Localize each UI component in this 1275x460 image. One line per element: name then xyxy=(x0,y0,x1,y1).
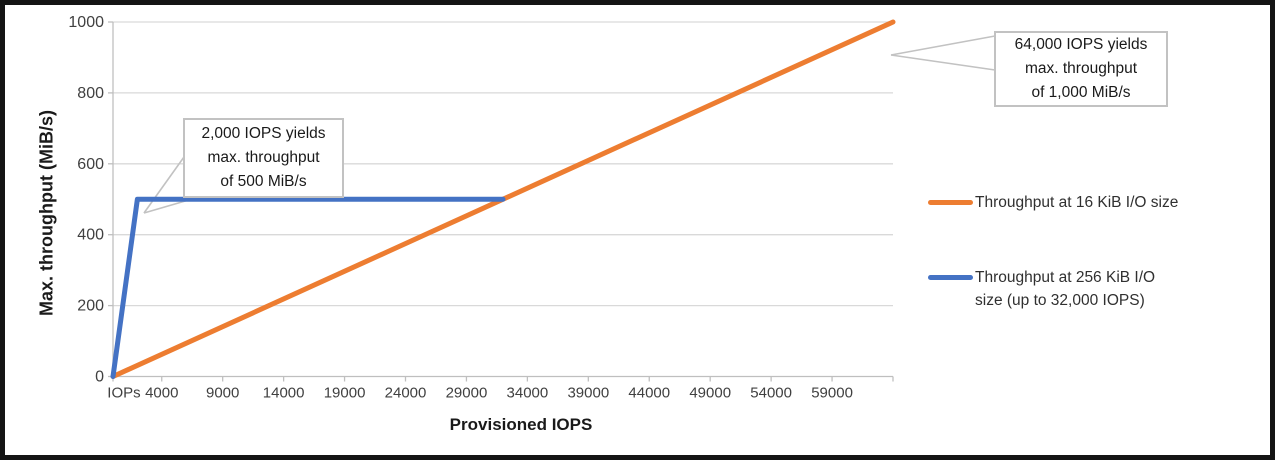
callout-2000-iops: 2,000 IOPS yields max. throughput of 500… xyxy=(183,118,344,198)
x-tick-label: 44000 xyxy=(628,385,670,402)
legend-swatch-orange xyxy=(928,200,973,205)
y-tick-label: 400 xyxy=(77,227,104,244)
callout-text-line: max. throughput xyxy=(1024,60,1137,77)
callout-64000-iops: 64,000 IOPS yields max. throughput of 1,… xyxy=(994,31,1168,107)
x-tick-label: 4000 xyxy=(145,385,178,402)
callout-text-line: 2,000 IOPS yields xyxy=(201,125,326,142)
y-tick-label: 1000 xyxy=(68,14,104,31)
callout-text-line: 64,000 IOPS yields xyxy=(1014,36,1148,53)
x-tick-label: 14000 xyxy=(263,385,305,402)
callout-text-line: max. throughput xyxy=(207,149,320,166)
y-axis-title: Max. throughput (MiB/s) xyxy=(36,110,57,316)
x-tick-label: 59000 xyxy=(811,385,853,402)
chart-series-layer xyxy=(110,19,896,379)
x-tick-label: 39000 xyxy=(567,385,609,402)
callout-left-leader-line-upper xyxy=(143,156,185,214)
callout-right-leader-line-upper xyxy=(890,35,996,56)
x-tick-label: 19000 xyxy=(324,385,366,402)
legend-swatch-blue xyxy=(928,275,973,280)
chart-base-layer: 0 200 400 600 800 1000 IOPs 4000 9000 14000 19000 2… xyxy=(68,14,894,402)
legend-label: Throughput at 256 KiB I/O size (up to 32… xyxy=(975,269,1156,309)
x-tick-label: 54000 xyxy=(750,385,792,402)
legend-item-16kib: Throughput at 16 KiB I/O size xyxy=(928,191,1178,214)
x-tick-label: 34000 xyxy=(507,385,549,402)
y-tick-label: 0 xyxy=(95,369,104,386)
legend-item-256kib: Throughput at 256 KiB I/O size (up to 32… xyxy=(928,266,1179,312)
callout-text-line: of 500 MiB/s xyxy=(220,173,307,190)
x-tick-label: 24000 xyxy=(385,385,427,402)
y-tick-label: 800 xyxy=(77,85,104,102)
y-tick-label: 200 xyxy=(77,298,104,315)
y-tick-label: 600 xyxy=(77,156,104,173)
x-tick-label: 29000 xyxy=(446,385,488,402)
series-line-1 xyxy=(110,196,506,379)
x-tick-label: IOPs xyxy=(107,385,140,402)
x-tick-label: 9000 xyxy=(206,385,239,402)
callout-right-leader-line-lower xyxy=(890,54,996,71)
legend-label: Throughput at 16 KiB I/O size xyxy=(975,194,1179,211)
callout-text-line: of 1,000 MiB/s xyxy=(1031,84,1131,101)
x-axis-title: Provisioned IOPS xyxy=(449,415,593,434)
x-tick-label: 49000 xyxy=(689,385,731,402)
